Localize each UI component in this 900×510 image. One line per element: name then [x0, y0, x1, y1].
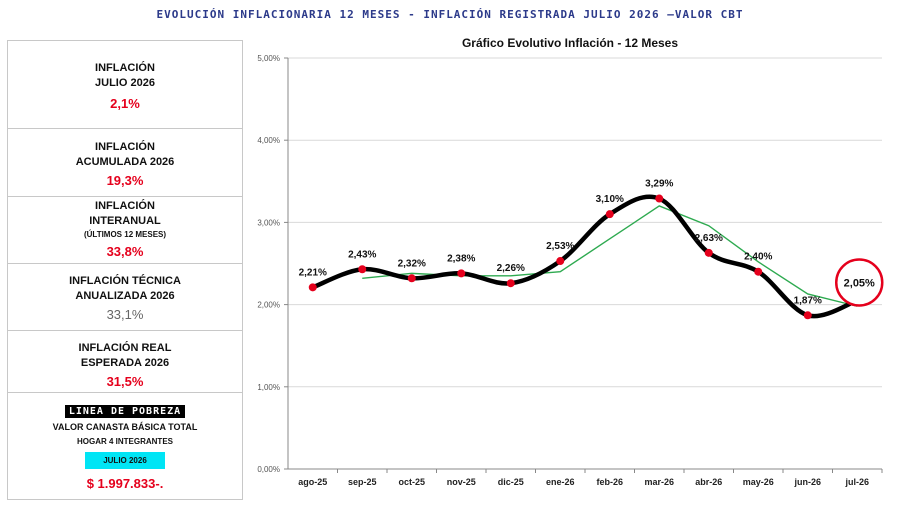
data-label: 2,43%: [348, 249, 376, 260]
yoy-inflation-label: INFLACIÓN: [95, 200, 155, 212]
x-tick-label: sep-25: [348, 477, 377, 487]
data-label: 3,29%: [645, 179, 673, 190]
yoy-inflation-value: 33,8%: [106, 244, 144, 259]
monthly-inflation-box: INFLACIÓN JULIO 2026 2,1%: [8, 41, 242, 129]
x-tick-label: oct-25: [398, 477, 425, 487]
x-tick-label: jun-26: [793, 477, 821, 487]
real-inflation-box: INFLACIÓN REAL ESPERADA 2026 31,5%: [8, 331, 242, 393]
indicators-panel: INFLACIÓN JULIO 2026 2,1% INFLACIÓN ACUM…: [7, 40, 243, 500]
data-label: 2,53%: [546, 241, 574, 252]
data-label: 2,32%: [398, 258, 426, 269]
y-tick-label: 1,00%: [257, 383, 280, 392]
data-point: [605, 210, 614, 219]
real-inflation-value: 31,5%: [106, 374, 144, 389]
y-axis: 0,00% 1,00% 2,00% 3,00% 4,00% 5,00%: [257, 54, 289, 474]
data-point: [556, 257, 565, 266]
yoy-inflation-box: INFLACIÓN INTERANUAL (ÚLTIMOS 12 MESES) …: [8, 197, 242, 264]
poverty-month-badge: JULIO 2026: [85, 452, 165, 469]
ytd-inflation-box: INFLACIÓN ACUMULADA 2026 19,3%: [8, 129, 242, 197]
monthly-inflation-label: INFLACIÓN: [95, 62, 155, 74]
data-label: 2,21%: [299, 267, 327, 278]
chart-title: Gráfico Evolutivo Inflación - 12 Meses: [462, 36, 678, 50]
data-point: [358, 265, 367, 274]
data-point: [704, 248, 713, 257]
highlight-label: 2,05%: [844, 277, 875, 289]
data-label: 2,26%: [497, 263, 525, 274]
x-tick-label: feb-26: [596, 477, 623, 487]
data-point: [754, 267, 763, 276]
real-inflation-label: INFLACIÓN REAL: [78, 342, 172, 354]
technical-inflation-label: INFLACIÓN TÉCNICA: [69, 275, 181, 287]
data-point: [308, 283, 317, 292]
data-label: 2,40%: [744, 252, 772, 263]
trend-line: [362, 205, 858, 307]
x-tick-label: jul-26: [844, 477, 869, 487]
yoy-inflation-period: INTERANUAL: [89, 215, 161, 227]
ytd-inflation-value: 19,3%: [106, 173, 144, 188]
data-point: [457, 269, 466, 278]
data-point: [407, 274, 416, 283]
y-tick-label: 3,00%: [257, 218, 280, 227]
y-tick-label: 2,00%: [257, 301, 280, 310]
x-tick-label: dic-25: [498, 477, 524, 487]
monthly-inflation-period: JULIO 2026: [95, 77, 155, 89]
poverty-household-label: HOGAR 4 INTEGRANTES: [76, 437, 173, 446]
chart-svg: Gráfico Evolutivo Inflación - 12 Meses 0…: [257, 36, 884, 487]
data-point: [655, 194, 664, 203]
data-label: 2,38%: [447, 253, 475, 264]
highlight-circle: [835, 258, 884, 307]
poverty-value: $ 1.997.833-.: [86, 476, 164, 491]
data-label: 2,63%: [695, 233, 723, 244]
poverty-basket-label: VALOR CANASTA BÁSICA TOTAL: [52, 422, 198, 432]
data-labels: 2,21% 2,43% 2,32% 2,38% 2,26% 2,53% 3,10% 3,29%…: [299, 179, 884, 307]
monthly-inflation-value: 2,1%: [110, 96, 140, 111]
data-label: 3,10%: [596, 194, 624, 205]
x-tick-label: may-26: [743, 477, 774, 487]
y-tick-label: 5,00%: [257, 54, 280, 63]
chart-grid: [288, 57, 882, 388]
data-point: [506, 279, 515, 288]
page-title: EVOLUCIÓN INFLACIONARIA 12 MESES - INFLA…: [156, 8, 744, 21]
data-point: [803, 311, 812, 320]
real-inflation-period: ESPERADA 2026: [80, 357, 170, 369]
yoy-inflation-note: (ÚLTIMOS 12 MESES): [83, 230, 167, 239]
technical-inflation-box: INFLACIÓN TÉCNICA ANUALIZADA 2026 33,1%: [8, 264, 242, 331]
x-tick-label: nov-25: [447, 477, 476, 487]
technical-inflation-value: 33,1%: [106, 307, 144, 322]
technical-inflation-period: ANUALIZADA 2026: [75, 290, 175, 302]
poverty-line-box: LINEA DE POBREZA VALOR CANASTA BÁSICA TO…: [8, 393, 242, 499]
inflation-line: [310, 194, 860, 319]
x-tick-label: abr-26: [695, 477, 722, 487]
x-tick-label: ago-25: [298, 477, 327, 487]
y-tick-label: 0,00%: [257, 465, 280, 474]
ytd-inflation-period: ACUMULADA 2026: [75, 156, 175, 168]
poverty-line-title: LINEA DE POBREZA: [64, 405, 186, 418]
data-label: 1,87%: [794, 295, 822, 306]
x-tick-label: ene-26: [546, 477, 575, 487]
x-tick-label: mar-26: [644, 477, 674, 487]
chart-series: [308, 194, 862, 320]
y-tick-label: 4,00%: [257, 136, 280, 145]
ytd-inflation-label: INFLACIÓN: [95, 141, 155, 153]
inflation-chart: Gráfico Evolutivo Inflación - 12 Meses 0…: [245, 35, 895, 505]
x-axis: ago-25 sep-25 oct-25 nov-25 dic-25 ene-26 feb-…: [288, 468, 883, 487]
